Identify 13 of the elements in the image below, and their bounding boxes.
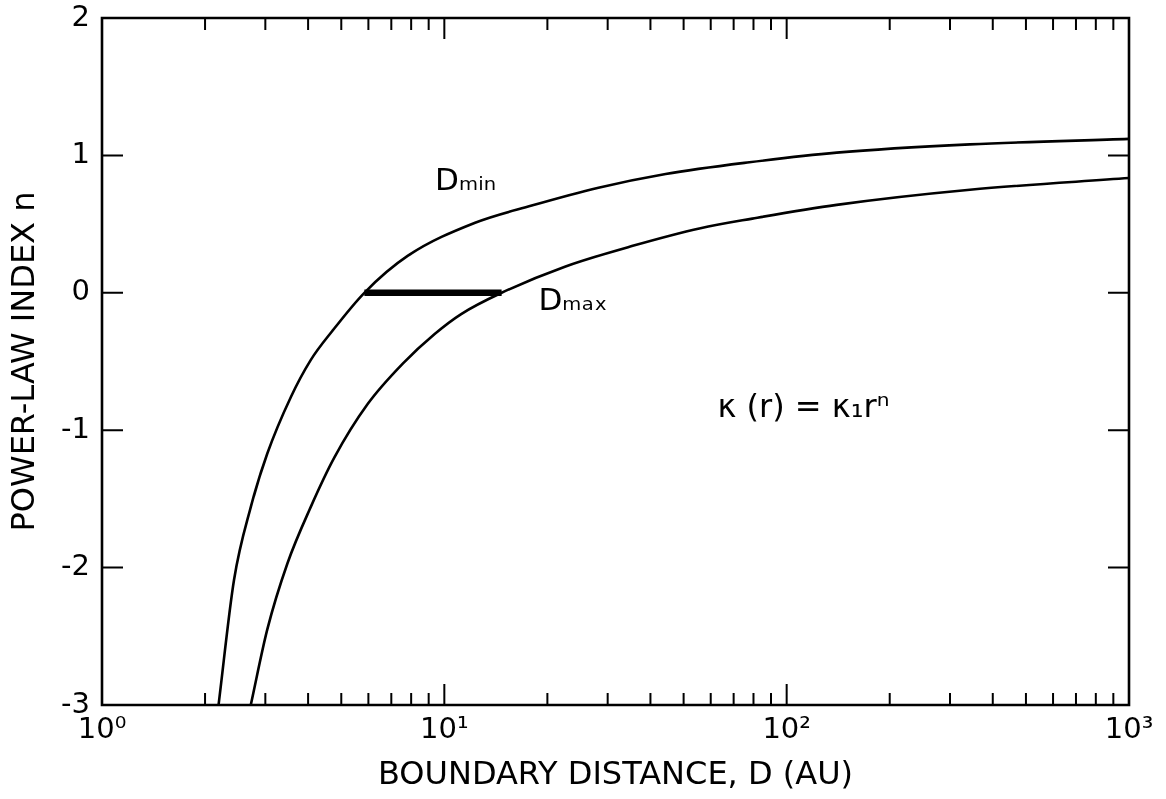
y-tick-label: 1 [71, 135, 90, 170]
y-tick-label: -1 [61, 410, 90, 445]
x-axis-title: BOUNDARY DISTANCE, D (AU) [377, 754, 854, 793]
series-label: Dₘₐₓ [538, 280, 608, 317]
x-tick-label: 10¹ [420, 710, 469, 745]
y-axis-title: POWER-LAW INDEX n [3, 191, 42, 532]
y-tick-label: 2 [71, 0, 90, 33]
x-tick-label: 10² [762, 710, 811, 745]
x-tick-label: 10³ [1104, 710, 1154, 745]
y-tick-label: -2 [61, 548, 90, 583]
y-tick-label: 0 [71, 273, 90, 308]
series-label: Dₘᵢₙ [435, 161, 497, 198]
annotation: κ (r) = κ₁rⁿ [717, 386, 890, 425]
